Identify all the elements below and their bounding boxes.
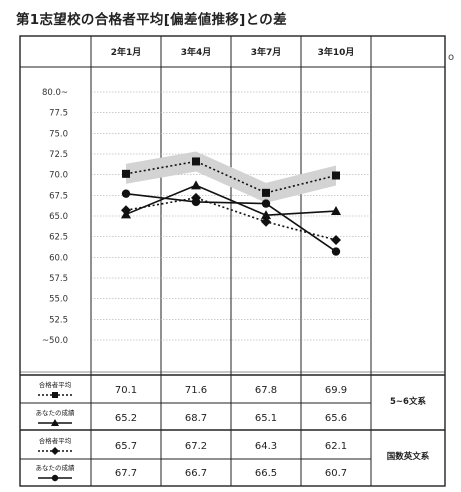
table-cell-value: 71.6 xyxy=(185,385,207,396)
text-labels: 2年1月 3年4月 3年7月 3年10月 80.0~ 77.5 75.0 72.5 70.0 67… xyxy=(36,46,430,482)
series-line xyxy=(125,192,337,253)
y-tick-label: 67.5 xyxy=(49,191,68,201)
table-cell-value: 60.7 xyxy=(325,468,347,479)
data-point-circle xyxy=(121,189,131,198)
y-tick-label: 72.5 xyxy=(49,150,68,160)
data-point-diamond xyxy=(121,205,131,216)
table-cell-value: 69.9 xyxy=(325,385,347,396)
table-cell-value: 64.3 xyxy=(255,441,277,452)
data-point-triangle xyxy=(331,206,341,216)
data-point-square xyxy=(192,157,200,166)
series-markers xyxy=(121,157,341,256)
data-point-square xyxy=(262,188,270,197)
data-point-square xyxy=(332,171,340,180)
table-cell-value: 65.1 xyxy=(255,413,277,424)
table-cell-value: 66.5 xyxy=(255,468,277,479)
table-cell-value: 66.7 xyxy=(185,468,207,479)
series-lines xyxy=(125,160,337,253)
y-tick-label: 80.0~ xyxy=(42,88,68,98)
y-tick-label: 60.0 xyxy=(49,253,68,263)
table-cell-value: 70.1 xyxy=(115,385,137,396)
series-line xyxy=(125,160,337,194)
data-point-diamond xyxy=(331,234,341,245)
data-point-diamond xyxy=(261,216,271,227)
data-point-triangle xyxy=(191,180,201,190)
group-label: 5~6文系 xyxy=(390,396,426,407)
table-row-label: 合格者平均 xyxy=(39,436,72,445)
group-label: 国数英文系 xyxy=(387,451,430,462)
data-point-circle xyxy=(261,199,271,208)
data-point-circle xyxy=(191,197,201,207)
table-cell-value: 67.8 xyxy=(255,385,277,396)
table-cell-value: 65.2 xyxy=(115,413,137,424)
legend-diamond-icon xyxy=(51,447,59,455)
y-tick-label: 55.0 xyxy=(49,295,68,305)
table-cell-value: 65.6 xyxy=(325,413,347,424)
y-tick-label: 57.5 xyxy=(49,274,68,284)
table-cell-value: 67.2 xyxy=(185,441,207,452)
table-row-label: あなたの成績 xyxy=(36,408,76,417)
y-tick-label: 77.5 xyxy=(49,109,68,119)
series-line xyxy=(125,196,337,241)
table-row-label: あなたの成績 xyxy=(36,463,76,472)
table-cell-value: 67.7 xyxy=(115,468,137,479)
legend-circle-icon xyxy=(51,474,59,482)
y-tick-label: 75.0 xyxy=(49,129,68,139)
legend-triangle-icon xyxy=(51,419,59,426)
y-tick-label: 65.0 xyxy=(49,212,68,222)
category-label: 3年10月 xyxy=(318,46,355,58)
data-point-triangle xyxy=(261,210,271,220)
table-row-label: 合格者平均 xyxy=(39,380,72,389)
table-cell-value: 68.7 xyxy=(185,413,207,424)
y-tick-label: 70.0 xyxy=(49,171,68,181)
table-cell-value: 62.1 xyxy=(325,441,347,452)
chart-frame xyxy=(19,35,446,487)
y-tick-label: ~50.0 xyxy=(42,336,68,346)
data-point-square xyxy=(122,169,130,178)
data-point-circle xyxy=(331,247,341,256)
series-line xyxy=(125,184,337,216)
outer-border xyxy=(19,35,446,487)
category-label: 3年4月 xyxy=(181,46,212,58)
category-label: 2年1月 xyxy=(111,46,142,58)
y-tick-label: 52.5 xyxy=(49,315,68,325)
chart-title: 第1志望校の合格者平均[偏差値推移]との差 xyxy=(16,12,287,28)
legend-square-icon xyxy=(52,392,58,398)
y-tick-label: 62.5 xyxy=(49,233,68,243)
edge-mark: o xyxy=(448,52,455,63)
category-label: 3年7月 xyxy=(251,46,282,58)
table-cell-value: 65.7 xyxy=(115,441,137,452)
